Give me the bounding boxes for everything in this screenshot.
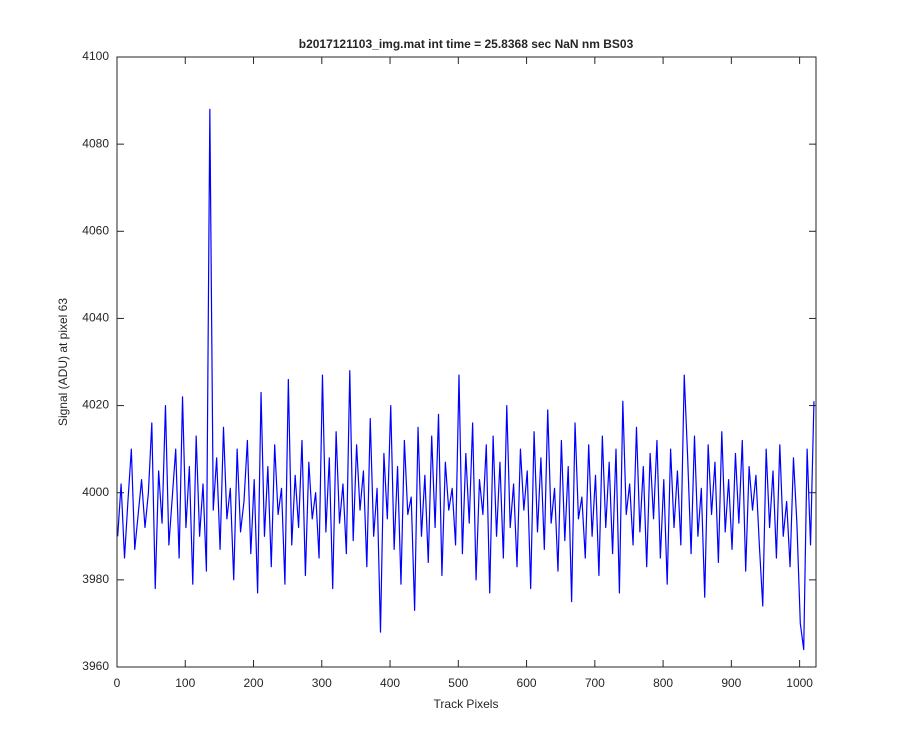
y-tick-label: 4060 (82, 223, 109, 237)
x-tick-label: 700 (585, 676, 605, 690)
x-tick-label: 800 (653, 676, 673, 690)
y-tick-label: 3960 (82, 659, 109, 673)
y-tick-label: 3980 (82, 572, 109, 586)
x-tick-label: 200 (244, 676, 264, 690)
y-axis-label: Signal (ADU) at pixel 63 (56, 298, 70, 426)
x-tick-label: 1000 (786, 676, 813, 690)
plot-frame (116, 56, 817, 668)
x-tick-label: 0 (114, 676, 121, 690)
x-tick-label: 500 (448, 676, 468, 690)
x-tick-label: 300 (312, 676, 332, 690)
y-tick-label: 4080 (82, 136, 109, 150)
data-line (117, 108, 815, 651)
x-tick-label: 900 (721, 676, 741, 690)
y-tick-label: 4020 (82, 398, 109, 412)
y-tick-label: 4000 (82, 485, 109, 499)
y-tick-label: 4100 (82, 49, 109, 63)
x-tick-label: 100 (175, 676, 195, 690)
chart-title: b2017121103_img.mat int time = 25.8368 s… (299, 37, 634, 51)
x-axis-label: Track Pixels (434, 697, 499, 711)
x-tick-label: 600 (517, 676, 537, 690)
x-tick-label: 400 (380, 676, 400, 690)
y-tick-label: 4040 (82, 311, 109, 325)
